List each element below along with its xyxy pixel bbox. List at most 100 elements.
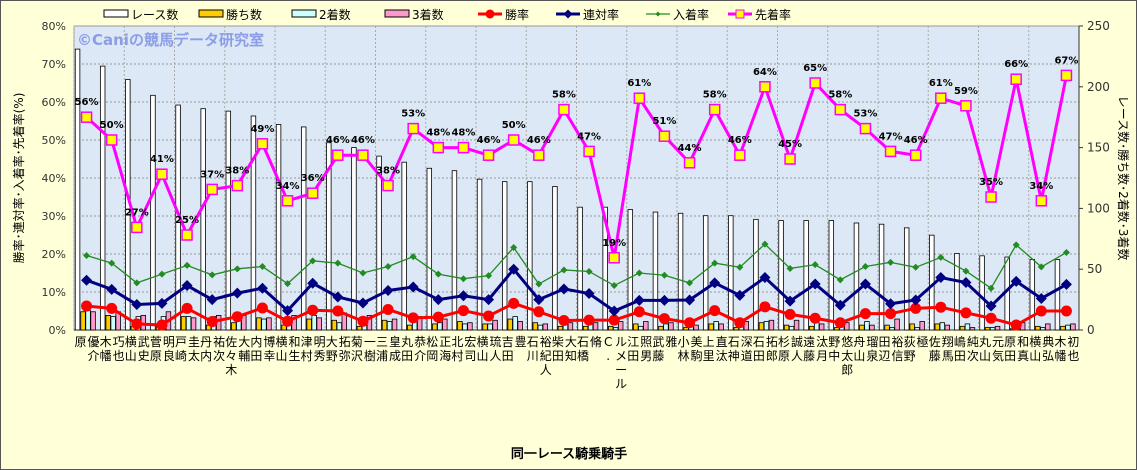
senchaku-rate-point — [131, 221, 143, 234]
senchaku-rate-point — [960, 100, 972, 112]
bar-second — [1040, 327, 1046, 331]
legend-item: 3着数 — [384, 7, 444, 22]
legend-item: レース数 — [103, 7, 178, 22]
nyuchaku-rate-point — [133, 279, 141, 287]
bar-second — [386, 321, 393, 331]
x-tick-surname-char: 柴 — [552, 335, 564, 349]
rentai-rate-point — [684, 294, 696, 306]
bar-races — [803, 220, 809, 331]
senchaku-rate-point — [708, 103, 721, 116]
x-tick-surname-char: 田 — [954, 349, 966, 363]
x-tick-surname-char: 田 — [753, 349, 765, 363]
nyuchaku-rate-point — [610, 282, 618, 290]
bar-races — [954, 252, 960, 331]
bar-wins — [406, 324, 413, 331]
bar-wins — [708, 323, 714, 331]
win-rate-point — [206, 316, 218, 328]
x-tick-surname-char: 大 — [326, 335, 338, 349]
data-label: 47% — [577, 131, 601, 142]
senchaku-rate-point — [332, 149, 344, 161]
senchaku-rate-point — [1035, 195, 1048, 207]
nyuchaku-rate-point — [158, 270, 166, 278]
bar-races — [300, 126, 307, 331]
bar-races — [74, 48, 81, 331]
data-label: 65% — [803, 63, 827, 74]
x-tick-name-char: 雅 — [665, 334, 677, 349]
win-rate-point — [181, 302, 193, 314]
rentai-rate-point — [81, 274, 93, 286]
bar-races — [376, 155, 382, 331]
nyuchaku-rate-point — [711, 259, 719, 267]
bar-second — [512, 316, 518, 331]
bar-second — [763, 321, 770, 331]
bar-races — [99, 65, 106, 331]
bar-wins — [381, 319, 388, 331]
bar-wins — [808, 325, 815, 331]
x-tick-name-char: 信 — [892, 349, 904, 363]
data-label: 48% — [426, 128, 450, 139]
x-tick-surname-char: 原 — [1004, 335, 1016, 349]
rentai-rate-point — [332, 291, 344, 303]
x-tick-surname-char: 山 — [1029, 349, 1041, 363]
legend-marker — [485, 9, 495, 19]
data-label: 67% — [1054, 55, 1078, 66]
data-label: 46% — [326, 135, 350, 146]
win-rate-point — [508, 297, 520, 309]
bar-races — [326, 142, 332, 331]
bar-third — [768, 319, 775, 331]
senchaku-rate-point — [457, 141, 470, 154]
nyuchaku-rate-point — [962, 267, 970, 275]
x-tick-surname-char: 神 — [728, 349, 740, 363]
nyuchaku-rate-point — [258, 263, 266, 271]
watermark: ©Caniの競馬データ研究室 — [77, 31, 264, 49]
senchaku-rate-point — [884, 145, 897, 158]
data-label: 47% — [879, 131, 903, 142]
nyuchaku-rate-point — [987, 284, 995, 292]
win-rate-point — [382, 303, 394, 315]
bar-wins — [256, 317, 262, 331]
bar-second — [663, 323, 669, 331]
x-tick-name-char: 泉 — [866, 349, 878, 363]
x-tick-surname-char: 荻 — [904, 335, 916, 349]
x-tick-name-char: 太 — [188, 348, 200, 363]
nyuchaku-rate-point — [635, 269, 643, 277]
bar-wins — [1060, 325, 1066, 331]
senchaku-rate-point — [1010, 73, 1022, 85]
bar-races — [401, 161, 407, 331]
bar-third — [592, 322, 599, 331]
x-tick-label: 吉田豊 — [502, 335, 527, 363]
left-tick-label: 50% — [42, 134, 66, 147]
nyuchaku-rate-point — [535, 280, 543, 288]
bar-wins — [683, 327, 689, 331]
senchaku-rate-point — [231, 179, 244, 192]
bar-third — [467, 322, 473, 331]
bar-wins — [356, 325, 363, 331]
nyuchaku-rate-point — [1037, 263, 1045, 271]
rentai-rate-point — [809, 278, 821, 290]
rentai-rate-point — [256, 282, 268, 294]
nyuchaku-rate-point — [83, 252, 91, 260]
senchaku-rate-point — [357, 149, 369, 161]
senchaku-rate-point — [608, 252, 620, 264]
x-tick-surname-char: 上 — [703, 335, 715, 349]
right-tick-label: 250 — [1087, 19, 1110, 33]
legend-swatch — [103, 9, 129, 18]
win-rate-point — [81, 300, 93, 312]
nyuchaku-rate-point — [510, 244, 518, 252]
rentai-rate-point — [483, 294, 495, 306]
rentai-rate-point — [759, 272, 771, 284]
legend-label: 勝ち数 — [226, 7, 262, 22]
x-tick-name-char: 次 — [213, 349, 225, 363]
legend-item: 勝率 — [478, 7, 529, 22]
x-tick-name-char: 生 — [289, 349, 301, 363]
x-tick-surname-char: 木 — [100, 335, 112, 349]
bar-wins — [909, 323, 915, 331]
bar-races — [627, 209, 634, 331]
x-tick-surname-char: 横 — [477, 335, 489, 349]
rentai-rate-point — [106, 283, 118, 295]
